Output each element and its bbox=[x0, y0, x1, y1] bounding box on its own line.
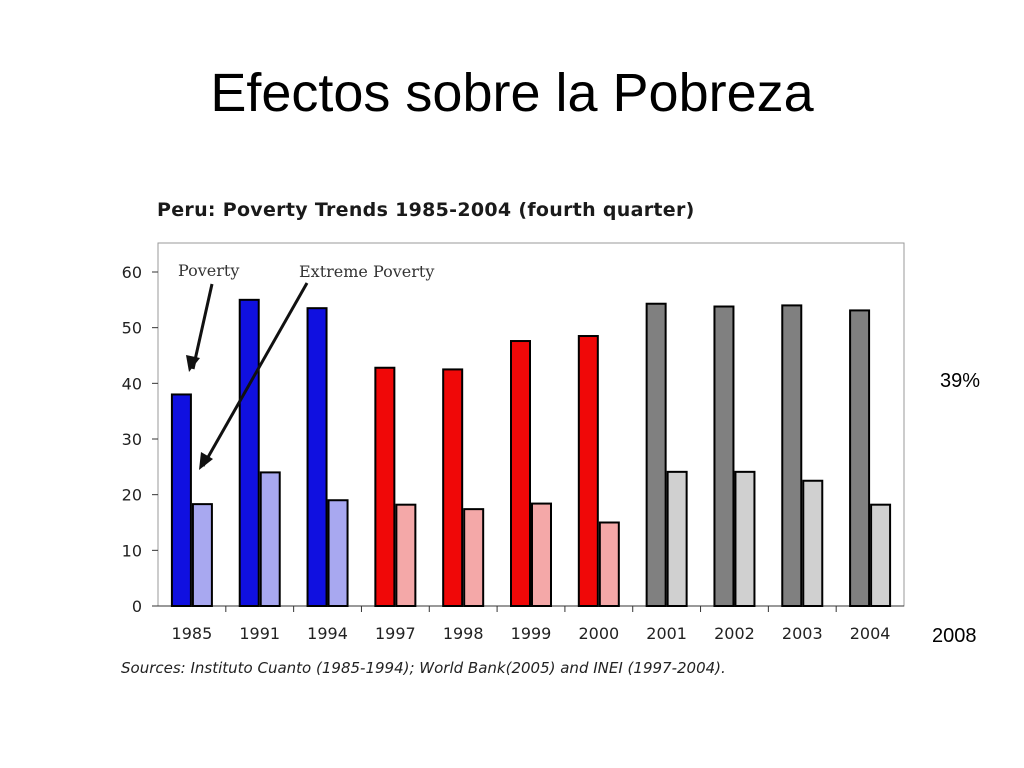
bar-extreme-poverty-1999 bbox=[531, 502, 552, 607]
side-note-percent: 39% bbox=[940, 370, 981, 392]
bar-poverty-1999 bbox=[510, 340, 531, 607]
bar-extreme-poverty-2002 bbox=[734, 470, 756, 607]
x-tick-label-1994: 1994 bbox=[307, 624, 348, 643]
poverty-arrowhead bbox=[186, 355, 200, 372]
bar-extreme-poverty-2001 bbox=[666, 470, 688, 607]
bar-layer bbox=[170, 298, 892, 608]
bar-extreme-poverty-1997 bbox=[395, 503, 417, 608]
chart-source: Sources: Instituto Cuanto (1985-1994); W… bbox=[121, 659, 726, 677]
bar-poverty-2003 bbox=[781, 304, 803, 607]
bar-extreme-poverty-1994 bbox=[327, 499, 349, 608]
x-tick-label-2003: 2003 bbox=[782, 624, 823, 643]
bar-poverty-1985 bbox=[170, 393, 192, 608]
label-layer: 1985 1991 1994 1997 1998 1999 2000 2001 2002 2003… bbox=[172, 624, 891, 643]
y-tick-label: 0 bbox=[132, 597, 142, 616]
bar-extreme-poverty-2004 bbox=[870, 503, 892, 608]
bar-poverty-1994 bbox=[306, 307, 328, 607]
side-note-year: 2008 bbox=[932, 625, 977, 647]
bar-extreme-poverty-1991 bbox=[259, 471, 281, 607]
bar-extreme-poverty-2003 bbox=[802, 479, 824, 607]
bar-poverty-1991 bbox=[238, 298, 260, 607]
bar-poverty-2000 bbox=[577, 335, 599, 607]
bar-poverty-2001 bbox=[645, 302, 667, 607]
axis-layer: 0 10 20 30 40 50 60 bbox=[122, 263, 904, 616]
chart-title: Peru: Poverty Trends 1985-2004 (fourth q… bbox=[157, 199, 695, 221]
bar-poverty-1998 bbox=[442, 368, 464, 607]
x-tick-label-1998: 1998 bbox=[443, 624, 484, 643]
x-tick-label-1997: 1997 bbox=[375, 624, 416, 643]
poverty-arrow bbox=[191, 283, 214, 370]
x-tick-label-1991: 1991 bbox=[239, 624, 280, 643]
x-tick-label-2001: 2001 bbox=[646, 624, 687, 643]
y-tick-label: 20 bbox=[122, 486, 142, 505]
x-tick-label-2000: 2000 bbox=[578, 624, 619, 643]
bar-extreme-poverty-1985 bbox=[191, 503, 213, 608]
x-tick-label-1985: 1985 bbox=[172, 624, 213, 643]
annotation-poverty: Poverty bbox=[178, 261, 239, 280]
y-tick-label: 40 bbox=[122, 374, 142, 393]
x-tick-label-1999: 1999 bbox=[511, 624, 552, 643]
annotation-extreme-poverty: Extreme Poverty bbox=[299, 262, 434, 281]
x-tick-label-2004: 2004 bbox=[850, 624, 891, 643]
x-tick-label-2002: 2002 bbox=[714, 624, 755, 643]
bar-poverty-1997 bbox=[374, 366, 396, 607]
extreme-poverty-arrowhead bbox=[199, 452, 213, 470]
annotation-layer: Poverty Extreme Poverty bbox=[178, 261, 434, 470]
bar-extreme-poverty-1998 bbox=[463, 508, 485, 608]
y-tick-label: 30 bbox=[122, 430, 142, 449]
bar-extreme-poverty-2000 bbox=[598, 521, 620, 607]
y-tick-label: 10 bbox=[122, 541, 142, 560]
y-tick-label: 60 bbox=[122, 263, 142, 282]
extreme-poverty-arrow bbox=[201, 282, 309, 467]
slide-title: Efectos sobre la Pobreza bbox=[210, 63, 814, 123]
bar-poverty-2004 bbox=[849, 309, 871, 607]
y-tick-label: 50 bbox=[122, 319, 142, 338]
bar-poverty-2002 bbox=[713, 305, 735, 607]
